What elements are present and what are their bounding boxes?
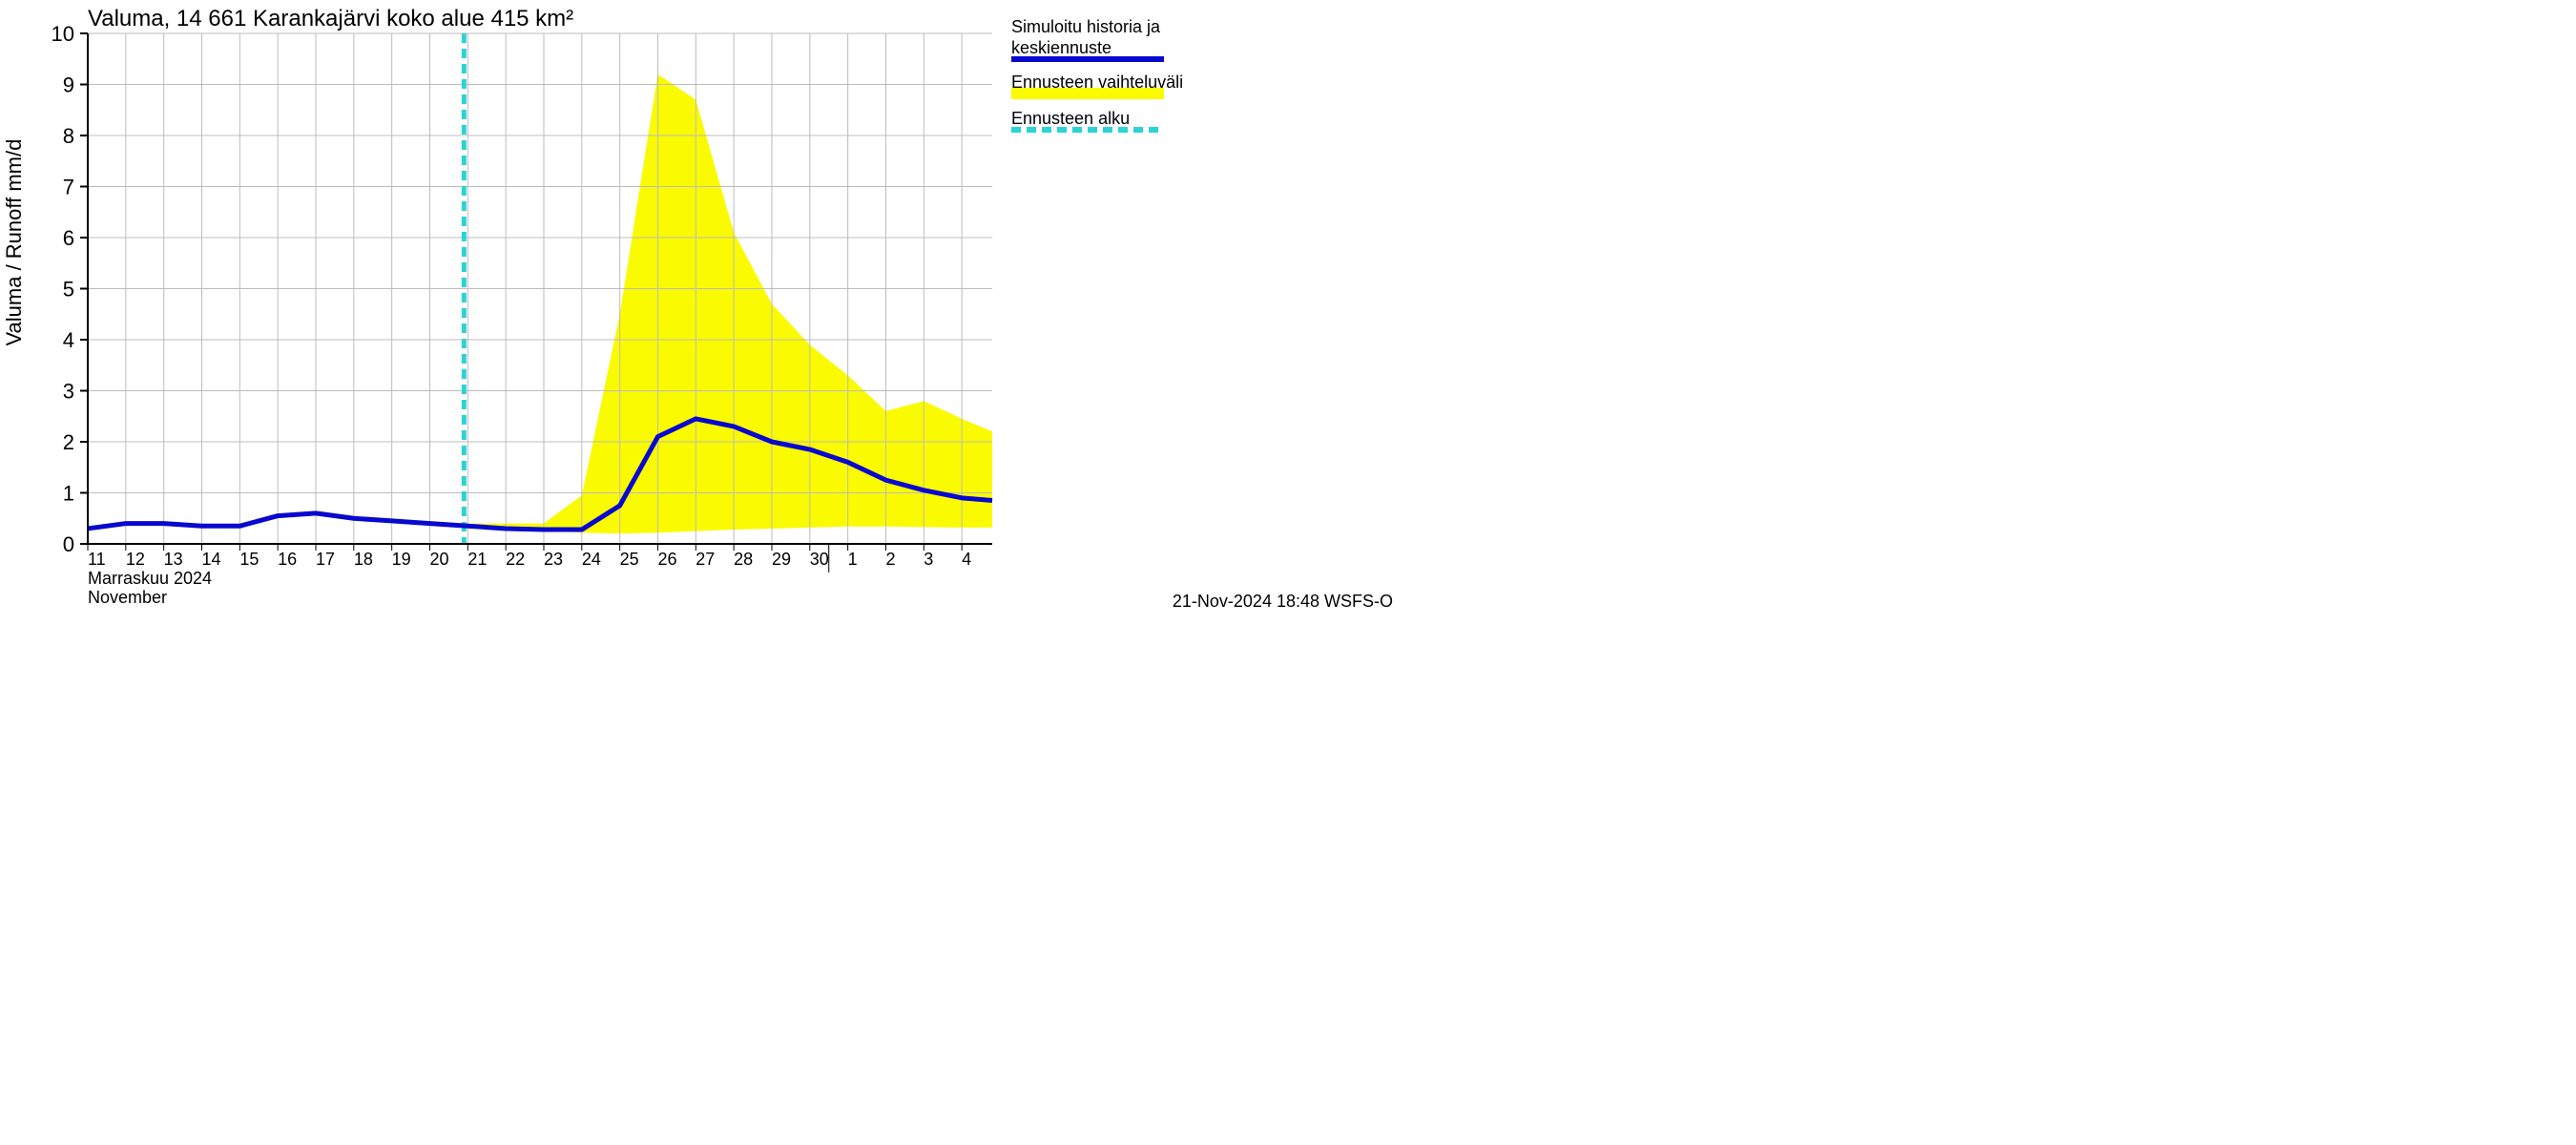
x-tick-label: 16 — [278, 550, 297, 569]
y-axis-label: Valuma / Runoff mm/d — [2, 139, 26, 346]
x-tick-label: 23 — [544, 550, 563, 569]
y-tick-label: 5 — [63, 278, 74, 302]
month-label-fi: Marraskuu 2024 — [88, 569, 212, 588]
x-tick-label: 28 — [734, 550, 753, 569]
y-tick-label: 10 — [52, 22, 74, 46]
y-tick-label: 6 — [63, 226, 74, 250]
y-tick-label: 1 — [63, 482, 74, 506]
chart-title: Valuma, 14 661 Karankajärvi koko alue 41… — [88, 6, 573, 31]
x-tick-label: 20 — [429, 550, 448, 569]
legend-mainline-label2: keskiennuste — [1011, 38, 1111, 57]
x-tick-label: 2 — [885, 550, 895, 569]
x-tick-label: 21 — [467, 550, 487, 569]
footer-timestamp: 21-Nov-2024 18:48 WSFS-O — [1173, 592, 1393, 611]
x-tick-label: 27 — [696, 550, 715, 569]
x-tick-label: 11 — [88, 550, 106, 569]
legend-mainline-label1: Simuloitu historia ja — [1011, 17, 1161, 36]
x-tick-label: 17 — [316, 550, 335, 569]
x-tick-label: 29 — [772, 550, 791, 569]
x-tick-label: 26 — [657, 550, 676, 569]
x-tick-label: 15 — [239, 550, 259, 569]
y-tick-label: 2 — [63, 430, 74, 454]
y-tick-label: 4 — [63, 328, 74, 352]
x-tick-label: 30 — [810, 550, 829, 569]
legend-band-swatch — [1011, 88, 1164, 99]
x-tick-label: 14 — [201, 550, 220, 569]
x-tick-label: 22 — [506, 550, 525, 569]
x-tick-label: 18 — [354, 550, 373, 569]
y-tick-label: 8 — [63, 124, 74, 148]
x-tick-label: 24 — [582, 550, 601, 569]
x-tick-label: 1 — [848, 550, 858, 569]
x-tick-label: 25 — [620, 550, 639, 569]
x-tick-label: 4 — [962, 550, 971, 569]
legend-forecaststart-label: Ennusteen alku — [1011, 109, 1130, 128]
x-tick-label: 13 — [164, 550, 183, 569]
chart-svg: 0123456789101112131415161718192021222324… — [0, 0, 1402, 620]
y-tick-label: 7 — [63, 176, 74, 199]
month-label-en: November — [88, 588, 167, 607]
runoff-chart: 0123456789101112131415161718192021222324… — [0, 0, 1402, 620]
y-tick-label: 9 — [63, 73, 74, 97]
y-tick-label: 3 — [63, 380, 74, 404]
x-tick-label: 19 — [392, 550, 411, 569]
x-tick-label: 12 — [126, 550, 145, 569]
y-tick-label: 0 — [63, 532, 74, 556]
x-tick-label: 3 — [924, 550, 933, 569]
